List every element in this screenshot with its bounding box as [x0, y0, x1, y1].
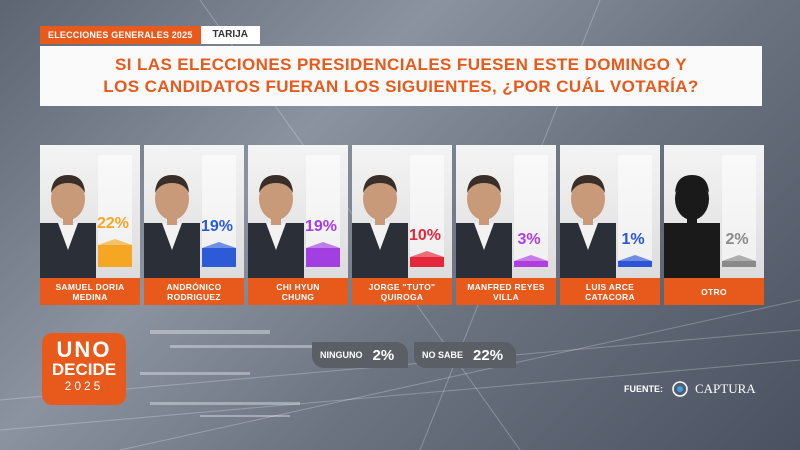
bar-value-label: 19%: [304, 218, 338, 235]
bar-column: [514, 155, 548, 267]
candidate-panel: 19%: [248, 145, 348, 278]
candidate-name-line: ANDRÓNICO: [166, 281, 222, 292]
candidate-name: JORGE "TUTO" QUIROGA: [352, 278, 452, 305]
bar-column: [306, 155, 340, 267]
source-name: CAPTURA: [695, 381, 756, 396]
bar-top: [306, 242, 340, 254]
candidate-name-line: OTRO: [701, 286, 727, 297]
candidate-name: LUIS ARCE CATACORA: [560, 278, 660, 305]
candidate-panel: 1%: [560, 145, 660, 278]
candidate-panel: 10%: [352, 145, 452, 278]
bar: [202, 248, 236, 267]
candidate-photo: [560, 155, 616, 278]
bar-column: [618, 155, 652, 267]
bar-value-label: 1%: [621, 231, 645, 248]
candidate-name-line: JORGE "TUTO": [368, 281, 436, 292]
candidate-name-line: VILLA: [492, 291, 520, 302]
candidate-card: 1% LUIS ARCE CATACORA: [560, 145, 660, 305]
election-tag: ELECCIONES GENERALES 2025: [40, 26, 201, 44]
bar: [306, 248, 340, 267]
candidate-name-line: MANFRED REYES: [467, 281, 545, 292]
candidate-panel: 19%: [144, 145, 244, 278]
region-tag: TARIJA: [200, 26, 260, 44]
bar-top: [514, 255, 548, 267]
source-label: FUENTE:: [624, 384, 663, 394]
candidate-card: 3% MANFRED REYES VILLA: [456, 145, 556, 305]
top-tags: ELECCIONES GENERALES 2025 TARIJA: [40, 26, 260, 44]
candidate-photo: [352, 155, 408, 278]
candidate-card: 19% CHI HYUN CHUNG: [248, 145, 348, 305]
candidate-name-line: RODRIGUEZ: [167, 291, 221, 302]
bar-top: [618, 255, 652, 267]
candidate-card: 22% SAMUEL DORIA MEDINA: [40, 145, 140, 305]
bar-track: [722, 155, 756, 267]
candidate-photo: [248, 155, 304, 278]
candidate-panel: 22%: [40, 145, 140, 278]
candidate-panel: 3%: [456, 145, 556, 278]
candidate-name-line: LUIS ARCE: [585, 281, 635, 292]
question-line-2: LOS CANDIDATOS FUERAN LOS SIGUIENTES, ¿P…: [103, 77, 699, 96]
candidate-photo: [40, 155, 96, 278]
bar-top: [410, 251, 444, 263]
bar-top: [98, 239, 132, 251]
bar-column: [98, 155, 132, 267]
bar-track: [514, 155, 548, 267]
candidate-name: MANFRED REYES VILLA: [456, 278, 556, 305]
logo-line-2: DECIDE: [51, 360, 117, 379]
candidate-photo: [144, 155, 200, 278]
candidate-name: CHI HYUN CHUNG: [248, 278, 348, 305]
bar-top: [722, 255, 756, 267]
bar-value-label: 3%: [517, 231, 541, 248]
bar-value-label: 22%: [96, 215, 130, 232]
bar-column: [722, 155, 756, 267]
question-line-1: SI LAS ELECCIONES PRESIDENCIALES FUESEN …: [115, 55, 687, 74]
candidate-name-line: CATACORA: [585, 291, 635, 302]
bar-track: [410, 155, 444, 267]
bar-track: [618, 155, 652, 267]
ninguno-badge: NINGUNO 2%: [312, 342, 408, 368]
candidate-name: ANDRÓNICO RODRIGUEZ: [144, 278, 244, 305]
candidate-panel: 2%: [664, 145, 764, 278]
candidate-card: 2% OTRO: [664, 145, 764, 305]
candidate-name-line: CHI HYUN: [276, 281, 320, 292]
bar-value-label: 10%: [408, 227, 442, 244]
candidate-name: SAMUEL DORIA MEDINA: [40, 278, 140, 305]
ninguno-value: 2%: [372, 346, 395, 364]
candidate-card: 10% JORGE "TUTO" QUIROGA: [352, 145, 452, 305]
source-credit: FUENTE: CAPTURA: [624, 380, 756, 398]
bar-value-label: 2%: [725, 231, 749, 248]
bar-value-label: 19%: [200, 218, 234, 235]
candidate-name-line: MEDINA: [72, 291, 108, 302]
logo-line-3: 2025: [64, 379, 104, 393]
candidate-name: OTRO: [664, 278, 764, 305]
ninguno-label: NINGUNO: [320, 350, 363, 360]
candidate-photo: [456, 155, 512, 278]
bar-top: [202, 242, 236, 254]
bar-column: [410, 155, 444, 267]
bar-column: [202, 155, 236, 267]
no-sabe-value: 22%: [473, 346, 504, 364]
uno-decide-logo: UNO DECIDE 2025: [42, 333, 126, 405]
candidate-name-line: QUIROGA: [380, 291, 424, 302]
logo-line-1: UNO: [56, 337, 112, 362]
no-sabe-label: NO SABE: [422, 350, 464, 360]
captura-logo-icon: [672, 381, 688, 397]
candidate-name-line: CHUNG: [281, 291, 315, 302]
candidate-name-line: SAMUEL DORIA: [55, 281, 125, 292]
no-sabe-badge: NO SABE 22%: [414, 342, 516, 368]
question-banner: SI LAS ELECCIONES PRESIDENCIALES FUESEN …: [40, 46, 762, 106]
candidate-photo: [664, 155, 720, 278]
candidate-card: 19% ANDRÓNICO RODRIGUEZ: [144, 145, 244, 305]
bar: [98, 245, 132, 267]
